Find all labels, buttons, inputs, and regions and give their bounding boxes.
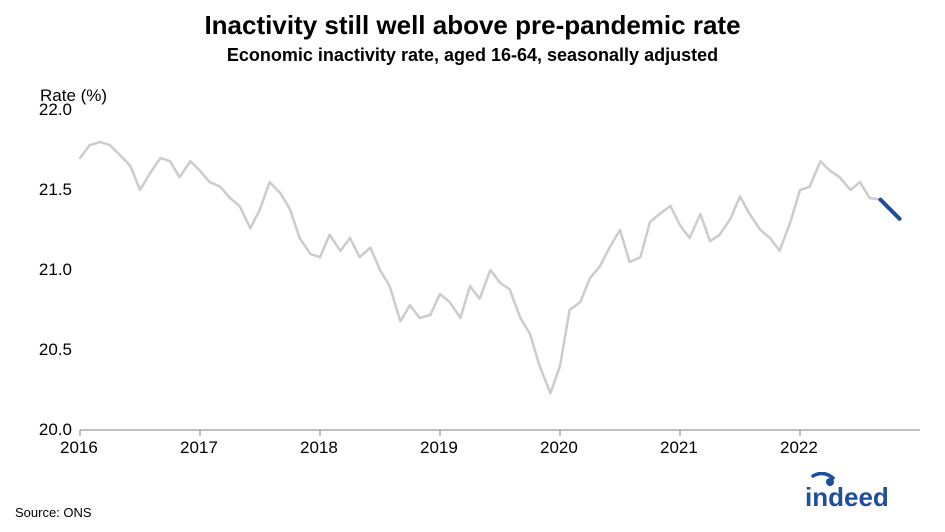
source-text: Source: ONS [15,505,92,520]
x-tick-label: 2022 [780,438,818,458]
y-tick-label: 20.5 [39,340,72,360]
main-series-line [80,142,900,393]
indeed-logo: indeed [805,472,925,517]
y-tick-label: 21.0 [39,260,72,280]
y-tick-label: 21.5 [39,180,72,200]
x-tick-label: 2019 [420,438,458,458]
plot-area [80,110,920,430]
highlight-series-line [880,200,899,219]
x-tick-label: 2020 [540,438,578,458]
chart-subtitle: Economic inactivity rate, aged 16-64, se… [0,41,945,66]
x-tick-label: 2018 [300,438,338,458]
line-chart-svg [80,110,920,430]
y-tick-label: 22.0 [39,100,72,120]
chart-container: Inactivity still well above pre-pandemic… [0,0,945,532]
x-tick-label: 2016 [60,438,98,458]
y-tick-label: 20.0 [39,420,72,440]
x-tick-label: 2017 [180,438,218,458]
chart-title: Inactivity still well above pre-pandemic… [0,0,945,41]
x-tick-label: 2021 [660,438,698,458]
svg-text:indeed: indeed [805,482,889,512]
